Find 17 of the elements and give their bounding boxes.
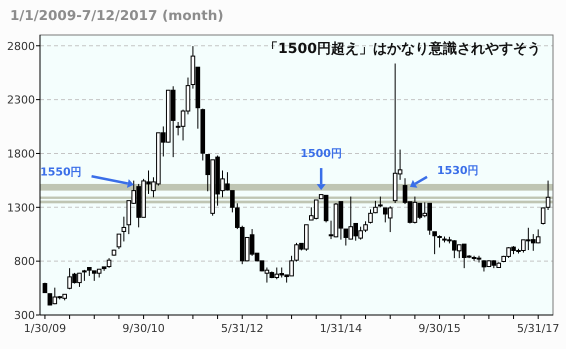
- x-tick-label: 1/30/09: [24, 322, 66, 335]
- y-tick-label: 300: [14, 309, 35, 322]
- y-tick-label: 2800: [7, 40, 35, 53]
- x-tick-label: 1/31/14: [320, 322, 362, 335]
- title: 1/1/2009-7/12/2017 (month): [10, 8, 224, 24]
- y-tick-label: 2300: [7, 94, 35, 107]
- annotation: 「1500円超え」はかなり意識されやすそう: [264, 40, 541, 57]
- x-tick-label: 5/31/12: [221, 322, 264, 335]
- y-tick-label: 1300: [7, 201, 35, 214]
- annotation: 1550円: [40, 166, 82, 179]
- y-tick-label: 1800: [7, 147, 35, 160]
- x-tick-label: 9/30/15: [418, 322, 461, 335]
- y-tick-label: 800: [14, 255, 35, 268]
- annotation: 1500円: [300, 147, 342, 160]
- x-tick-label: 9/30/10: [122, 322, 165, 335]
- x-tick-label: 5/31/17: [517, 322, 560, 335]
- annotation: 1530円: [436, 164, 479, 177]
